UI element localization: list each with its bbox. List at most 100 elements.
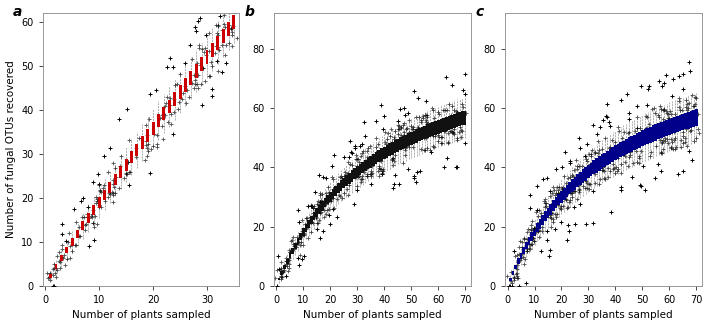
Bar: [584, 167, 587, 181]
Bar: [687, 112, 690, 128]
Bar: [630, 136, 633, 152]
Bar: [660, 122, 663, 138]
Bar: [418, 128, 420, 141]
Bar: [76, 230, 79, 238]
Bar: [372, 154, 375, 166]
Bar: [278, 278, 281, 280]
Bar: [316, 208, 318, 217]
Bar: [450, 115, 453, 129]
Bar: [517, 259, 520, 264]
Bar: [695, 109, 698, 126]
Bar: [399, 137, 402, 150]
X-axis label: Number of plants sampled: Number of plants sampled: [72, 310, 211, 320]
Bar: [547, 208, 549, 218]
Bar: [627, 138, 630, 153]
Bar: [668, 119, 671, 135]
Bar: [332, 189, 335, 199]
Bar: [125, 159, 128, 171]
Bar: [568, 182, 571, 195]
Bar: [459, 112, 461, 126]
Bar: [622, 141, 625, 156]
Bar: [674, 117, 676, 133]
Bar: [222, 29, 225, 43]
Bar: [676, 116, 679, 132]
Bar: [329, 192, 332, 201]
Bar: [393, 140, 396, 153]
Bar: [168, 100, 171, 113]
Bar: [173, 93, 176, 106]
Bar: [420, 127, 423, 140]
Text: a: a: [13, 5, 23, 19]
Bar: [103, 190, 106, 200]
Bar: [162, 107, 165, 120]
Bar: [611, 147, 614, 162]
Bar: [108, 182, 111, 193]
Bar: [377, 150, 380, 162]
Bar: [671, 118, 674, 134]
Bar: [413, 130, 415, 144]
Bar: [98, 198, 101, 208]
Bar: [576, 174, 579, 187]
Bar: [453, 114, 456, 128]
Bar: [289, 253, 291, 259]
Bar: [638, 132, 641, 148]
Bar: [692, 110, 695, 127]
Bar: [383, 147, 386, 159]
Bar: [114, 174, 117, 185]
Bar: [636, 133, 638, 149]
Bar: [574, 177, 576, 189]
Bar: [369, 156, 372, 168]
Bar: [87, 213, 90, 223]
Bar: [690, 111, 692, 128]
Bar: [523, 247, 525, 254]
Bar: [299, 233, 302, 240]
Bar: [65, 246, 68, 253]
Bar: [281, 271, 283, 274]
Bar: [404, 135, 407, 148]
Bar: [541, 215, 544, 225]
Bar: [71, 238, 74, 245]
Bar: [554, 197, 557, 208]
Bar: [291, 248, 294, 254]
Bar: [326, 195, 329, 204]
Bar: [571, 179, 574, 192]
Bar: [440, 119, 442, 133]
Bar: [130, 151, 133, 163]
Bar: [342, 178, 345, 188]
Bar: [135, 144, 138, 156]
Bar: [557, 194, 560, 205]
Bar: [335, 186, 337, 196]
Bar: [337, 183, 340, 193]
Bar: [141, 136, 144, 149]
Bar: [323, 198, 326, 207]
Bar: [308, 220, 310, 228]
Bar: [566, 185, 568, 197]
Bar: [684, 113, 687, 129]
Bar: [386, 145, 389, 157]
Bar: [321, 201, 323, 211]
Bar: [206, 50, 208, 64]
Bar: [318, 205, 321, 214]
Bar: [644, 129, 647, 145]
Bar: [514, 265, 517, 270]
Bar: [294, 243, 296, 249]
Bar: [296, 238, 299, 244]
Bar: [539, 219, 541, 229]
Bar: [283, 265, 286, 269]
Bar: [665, 120, 668, 136]
Bar: [423, 126, 426, 139]
Bar: [200, 57, 203, 71]
Bar: [533, 228, 536, 236]
Bar: [389, 143, 391, 156]
Bar: [601, 155, 603, 169]
Bar: [407, 133, 410, 146]
Bar: [364, 159, 367, 171]
Bar: [563, 188, 566, 200]
Bar: [350, 170, 353, 182]
Bar: [362, 162, 364, 173]
Bar: [429, 123, 431, 137]
Bar: [356, 166, 359, 177]
X-axis label: Number of plants sampled: Number of plants sampled: [534, 310, 673, 320]
Bar: [415, 129, 418, 143]
Text: c: c: [475, 5, 484, 19]
